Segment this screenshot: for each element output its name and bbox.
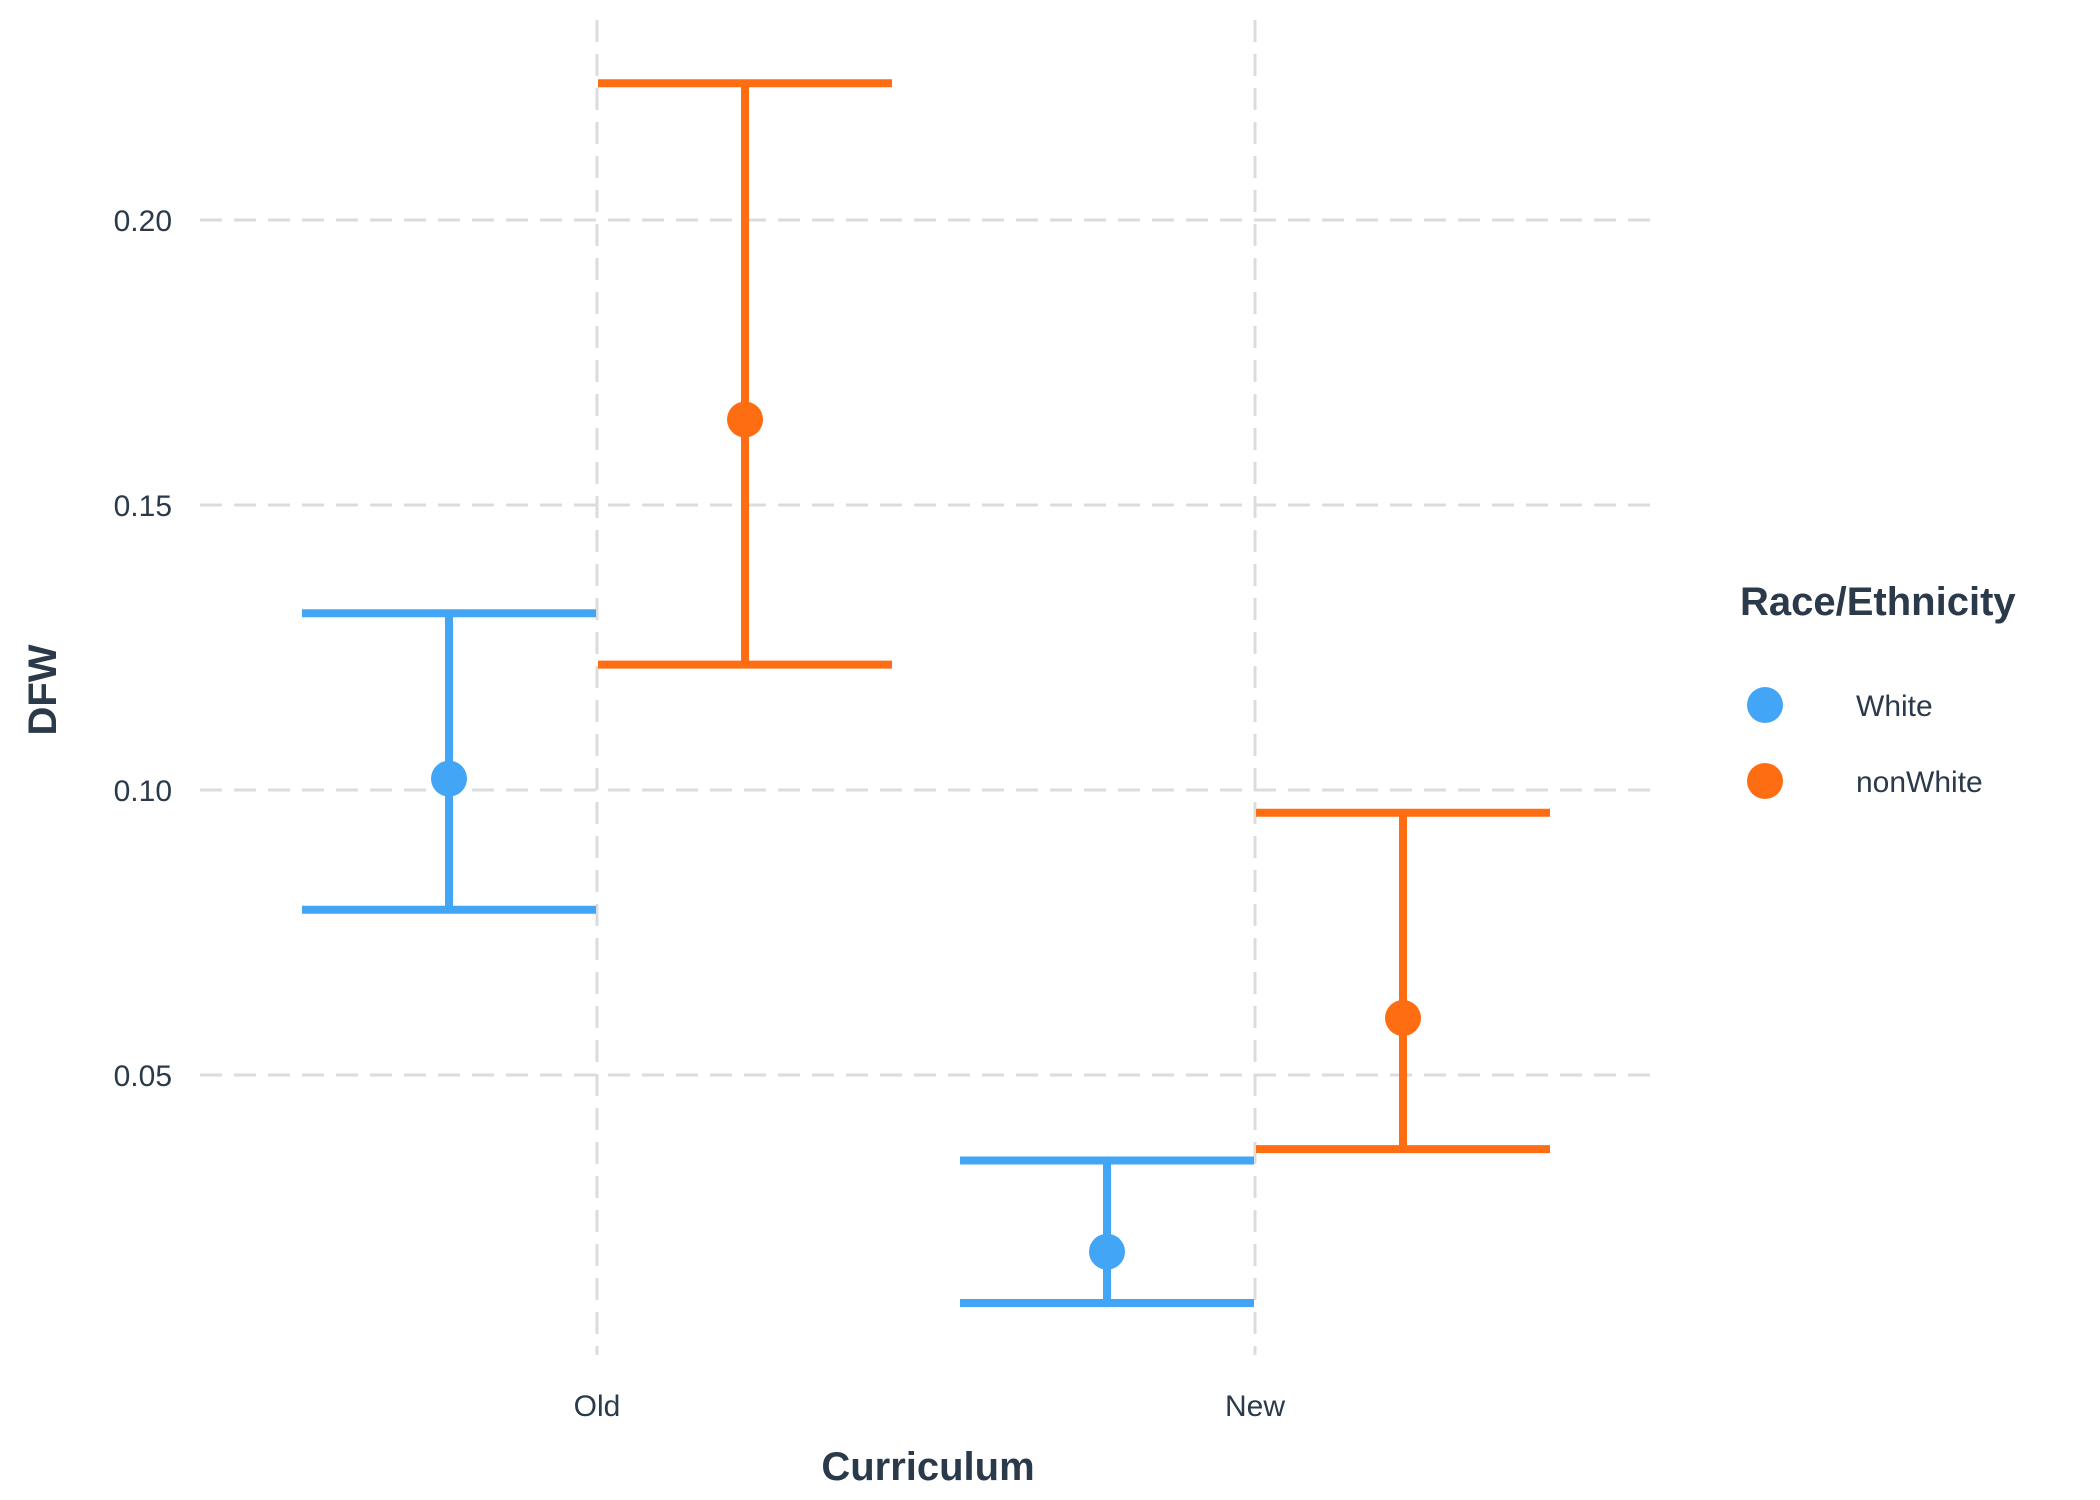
legend-items: White nonWhite — [1747, 687, 1983, 799]
y-tick-label: 0.05 — [114, 1060, 172, 1093]
legend-label: nonWhite — [1856, 766, 1983, 799]
grid-lines — [200, 20, 1650, 1355]
legend-label: White — [1856, 690, 1933, 723]
series-nonWhite — [598, 79, 1550, 1154]
data-point — [431, 760, 467, 797]
x-axis-ticks: Old New — [574, 1390, 1286, 1423]
legend: Race/Ethnicity White nonWhite — [1740, 580, 2016, 799]
data-point — [1385, 1000, 1421, 1036]
series-White — [302, 609, 1254, 1307]
data-point — [727, 401, 763, 438]
data-point — [1089, 1233, 1125, 1270]
y-axis-title: DFW — [21, 644, 65, 735]
x-axis-title: Curriculum — [821, 1445, 1034, 1489]
y-axis-ticks: 0.05 0.10 0.15 0.20 — [114, 205, 172, 1093]
x-tick-label: New — [1225, 1390, 1285, 1423]
legend-swatch — [1747, 763, 1783, 799]
y-tick-label: 0.15 — [114, 490, 172, 523]
x-tick-label: Old — [574, 1390, 621, 1423]
legend-title: Race/Ethnicity — [1740, 580, 2016, 624]
plot-marks — [302, 79, 1550, 1307]
y-tick-label: 0.10 — [114, 775, 172, 808]
y-tick-label: 0.20 — [114, 205, 172, 238]
legend-swatch — [1747, 687, 1783, 723]
